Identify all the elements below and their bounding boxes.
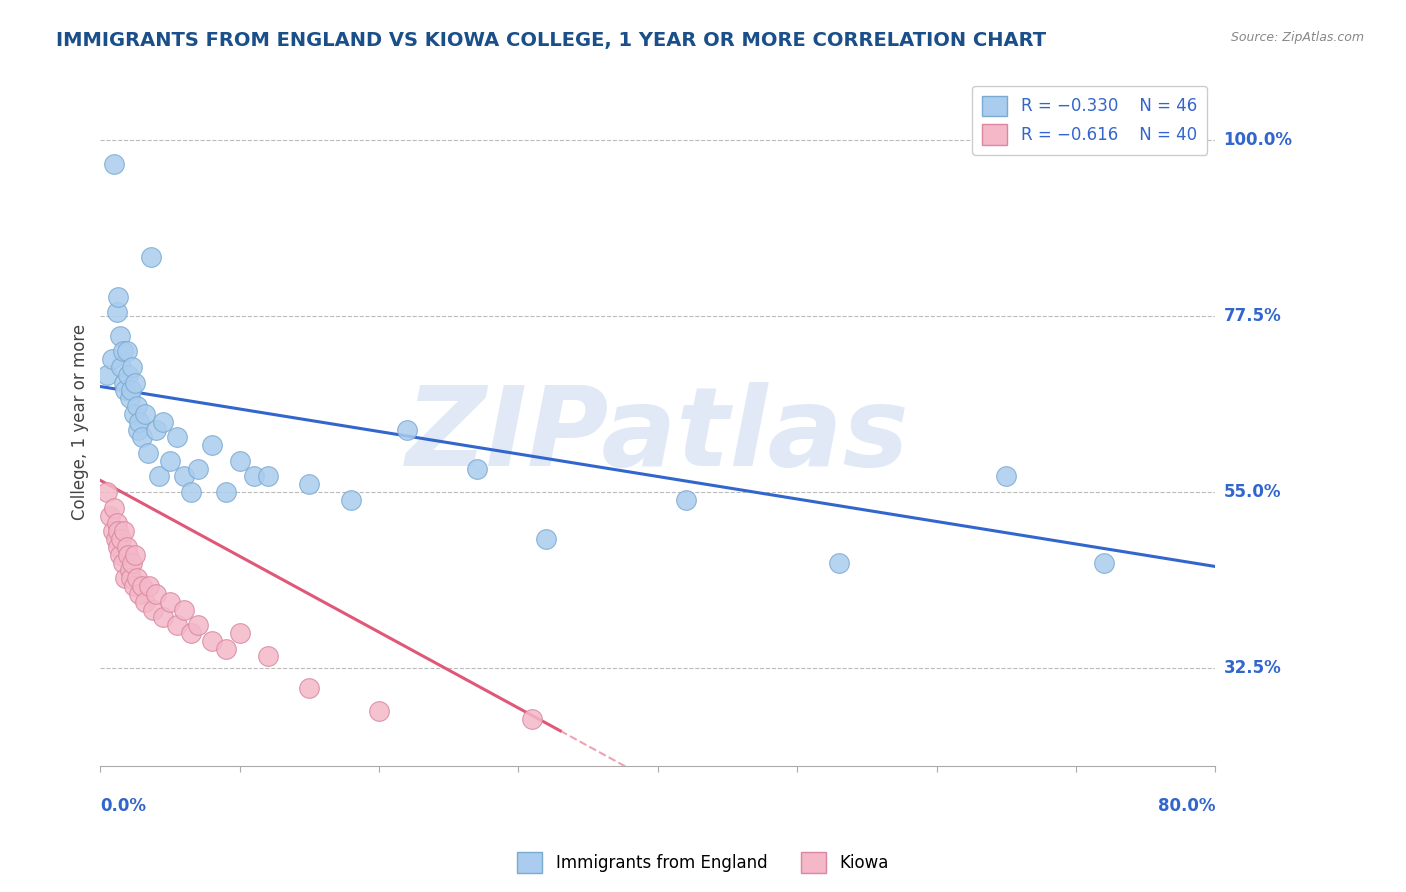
Point [121,359,143,374]
Point [117,368,139,382]
Point [110,359,132,374]
Point [166,618,188,632]
Point [256,649,278,664]
Point [1092,556,1115,570]
Point [105,305,128,319]
Point [105,516,128,531]
Point [124,548,146,562]
Point [125,571,148,585]
Point [117,548,139,562]
Point [103,156,125,170]
Point [180,485,202,500]
Legend: Immigrants from England, Kiowa: Immigrants from England, Kiowa [510,846,896,880]
Point [112,376,135,390]
Point [96,368,118,382]
Point [173,602,195,616]
Point [675,493,697,508]
Text: 0.0%: 0.0% [100,797,146,814]
Point [134,595,156,609]
Text: 32.5%: 32.5% [1223,659,1281,677]
Point [340,493,363,508]
Point [128,587,150,601]
Point [201,633,224,648]
Point [995,469,1018,483]
Point [131,430,153,444]
Text: IMMIGRANTS FROM ENGLAND VS KIOWA COLLEGE, 1 YEAR OR MORE CORRELATION CHART: IMMIGRANTS FROM ENGLAND VS KIOWA COLLEGE… [56,31,1046,50]
Legend: R = −0.330    N = 46, R = −0.616    N = 40: R = −0.330 N = 46, R = −0.616 N = 40 [973,86,1206,155]
Point [122,407,145,421]
Point [152,415,174,429]
Point [114,571,136,585]
Point [148,469,170,483]
Point [134,407,156,421]
Point [110,532,132,546]
Point [128,415,150,429]
Point [107,289,129,303]
Text: 100.0%: 100.0% [1223,131,1292,149]
Point [173,469,195,483]
Point [145,423,167,437]
Point [118,391,141,405]
Point [465,461,488,475]
Text: ZIPatlas: ZIPatlas [406,382,910,489]
Point [111,344,134,359]
Point [139,251,162,265]
Point [122,579,145,593]
Point [368,704,391,718]
Point [395,423,418,437]
Y-axis label: College, 1 year or more: College, 1 year or more [72,324,89,520]
Point [121,556,143,570]
Text: Source: ZipAtlas.com: Source: ZipAtlas.com [1230,31,1364,45]
Point [145,587,167,601]
Point [100,352,122,367]
Text: 80.0%: 80.0% [1157,797,1215,814]
Point [256,469,278,483]
Point [138,579,160,593]
Point [187,461,209,475]
Point [228,454,250,468]
Text: 55.0%: 55.0% [1223,483,1281,501]
Point [101,524,124,539]
Point [124,376,146,390]
Point [120,384,142,398]
Point [107,540,129,554]
Point [108,548,131,562]
Point [242,469,264,483]
Point [159,454,181,468]
Point [142,602,165,616]
Point [215,485,238,500]
Point [215,641,238,656]
Point [125,399,148,413]
Point [104,532,127,546]
Point [166,430,188,444]
Point [115,540,138,554]
Point [828,556,851,570]
Point [228,626,250,640]
Point [152,610,174,624]
Point [131,579,153,593]
Text: 77.5%: 77.5% [1223,307,1281,325]
Point [98,508,121,523]
Point [298,681,321,695]
Point [159,595,181,609]
Point [536,532,558,546]
Point [201,438,224,452]
Point [111,556,134,570]
Point [103,500,125,515]
Point [298,477,321,491]
Point [187,618,209,632]
Point [108,328,131,343]
Point [115,344,138,359]
Point [107,524,129,539]
Point [127,423,149,437]
Point [118,563,141,577]
Point [522,712,544,726]
Point [136,446,159,460]
Point [120,571,142,585]
Point [96,485,118,500]
Point [114,384,136,398]
Point [112,524,135,539]
Point [180,626,202,640]
